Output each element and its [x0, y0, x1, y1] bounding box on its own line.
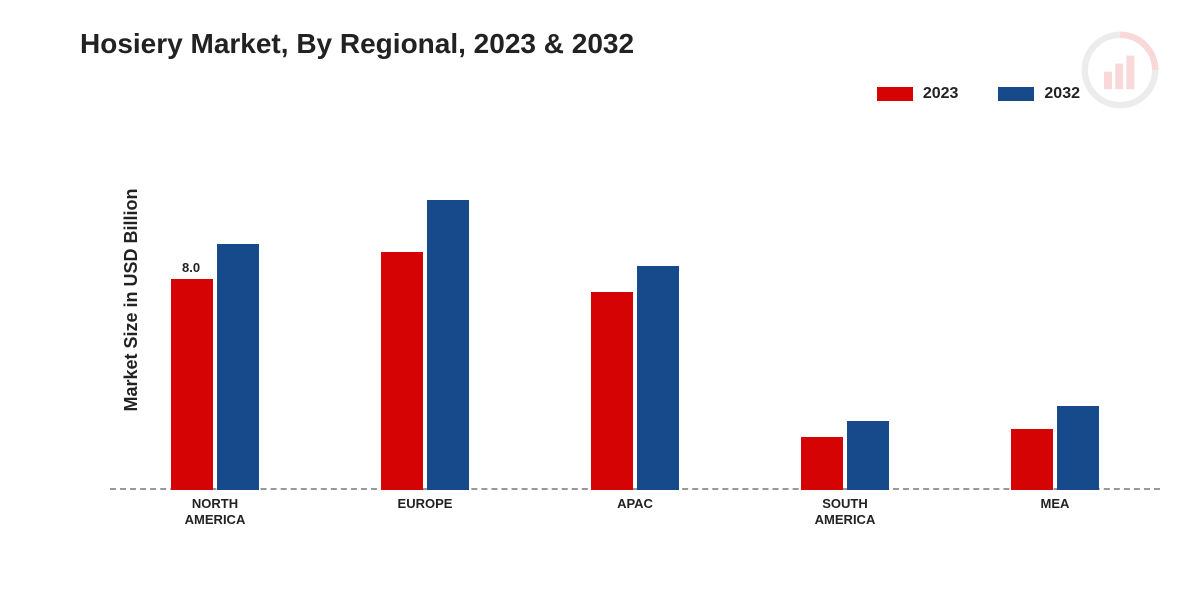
x-axis-tick-label: APAC — [617, 496, 653, 512]
bar — [637, 266, 679, 490]
bar — [1011, 429, 1053, 490]
bar — [217, 244, 259, 490]
value-label: 8.0 — [182, 260, 200, 275]
bar-group — [591, 266, 679, 490]
plot-area: 8.0 — [110, 160, 1160, 490]
legend-swatch-2032 — [998, 87, 1034, 101]
x-axis-labels: NORTH AMERICA EUROPE APAC SOUTH AMERICA MEA — [110, 494, 1160, 544]
bar-group — [801, 421, 889, 490]
chart-title: Hosiery Market, By Regional, 2023 & 2032 — [80, 28, 634, 60]
legend-item-2023: 2023 — [877, 85, 959, 103]
x-axis-tick-label: SOUTH AMERICA — [815, 496, 876, 529]
legend-swatch-2023 — [877, 87, 913, 101]
legend-label-2032: 2032 — [1044, 85, 1080, 103]
legend-item-2032: 2032 — [998, 85, 1080, 103]
bar-group — [381, 200, 469, 490]
bar-group — [171, 244, 259, 490]
bar — [801, 437, 843, 490]
legend-label-2023: 2023 — [923, 85, 959, 103]
x-axis-tick-label: NORTH AMERICA — [185, 496, 246, 529]
bar — [381, 252, 423, 490]
bar — [847, 421, 889, 490]
bar — [1057, 406, 1099, 490]
bar — [171, 279, 213, 490]
watermark-logo-icon — [1080, 30, 1160, 110]
bar — [591, 292, 633, 490]
bar — [427, 200, 469, 490]
bar-group — [1011, 406, 1099, 490]
legend: 2023 2032 — [877, 85, 1080, 103]
x-axis-tick-label: MEA — [1041, 496, 1070, 512]
x-axis-tick-label: EUROPE — [398, 496, 453, 512]
